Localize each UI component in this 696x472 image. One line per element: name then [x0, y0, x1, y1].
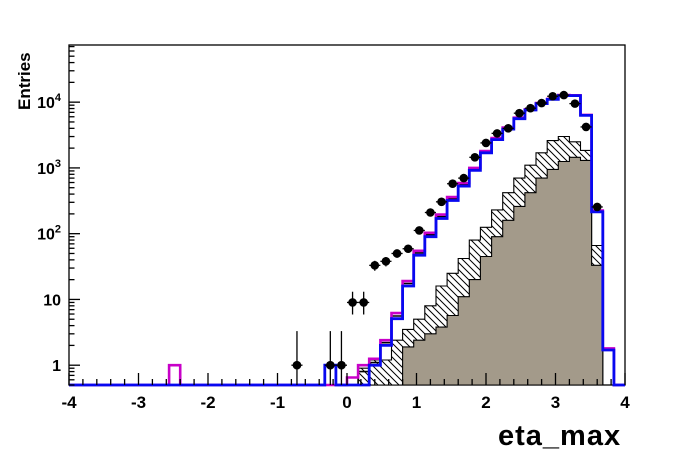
- x-axis-title: eta_max: [498, 420, 622, 452]
- series-data-points: [291, 90, 603, 385]
- x-axis-ticks: [68, 373, 626, 385]
- x-tick-label: -4: [61, 393, 77, 412]
- data-point-marker: [526, 103, 535, 113]
- data-point-marker: [337, 360, 346, 370]
- data-point-marker: [403, 244, 413, 254]
- data-point-marker: [359, 298, 368, 307]
- y-tick-label: 10: [43, 292, 61, 309]
- y-tick-label: 103: [37, 158, 61, 178]
- x-axis-labels: -4 -3 -2 -1 0 1 2 3 4: [61, 393, 630, 412]
- y-tick-label: 1: [52, 358, 61, 375]
- data-point-marker: [348, 298, 357, 307]
- x-tick-label: 3: [551, 393, 560, 412]
- data-point-marker: [437, 197, 446, 207]
- x-tick-label: 4: [620, 393, 630, 412]
- data-point-marker: [370, 261, 380, 270]
- y-tick-label: 104: [37, 92, 62, 112]
- data-point-marker: [459, 173, 469, 183]
- y-axis-ticks: [69, 45, 80, 386]
- data-point-marker: [492, 129, 502, 138]
- data-point-marker: [392, 249, 402, 258]
- data-point-marker: [592, 202, 602, 212]
- data-point-marker: [448, 179, 457, 189]
- y-tick-label: 102: [37, 224, 61, 244]
- y-axis-labels: 1 10 102 103 104: [37, 92, 62, 375]
- x-tick-label: -3: [131, 393, 146, 412]
- data-point-marker: [515, 108, 524, 118]
- data-point-marker: [548, 91, 558, 101]
- data-point-marker: [570, 99, 580, 108]
- x-tick-label: -2: [200, 393, 215, 412]
- x-tick-label: 0: [342, 393, 351, 412]
- x-tick-label: 2: [481, 393, 490, 412]
- series-gray-filled-histogram: [69, 156, 625, 386]
- data-point-marker: [559, 90, 569, 100]
- data-point-marker: [470, 153, 480, 162]
- data-point-marker: [426, 208, 435, 217]
- y-axis-title: Entries: [15, 52, 34, 110]
- x-tick-label: -1: [270, 393, 285, 412]
- data-point-marker: [581, 122, 591, 132]
- x-tick-label: 1: [412, 393, 421, 412]
- data-point-marker: [381, 257, 391, 266]
- data-point-marker: [414, 226, 424, 235]
- data-point-marker: [481, 138, 491, 148]
- data-point-marker: [326, 360, 335, 370]
- data-point-marker: [503, 124, 513, 133]
- series-blue-line-histogram: [69, 94, 625, 387]
- data-point-marker: [537, 98, 546, 108]
- data-point-marker: [292, 360, 302, 370]
